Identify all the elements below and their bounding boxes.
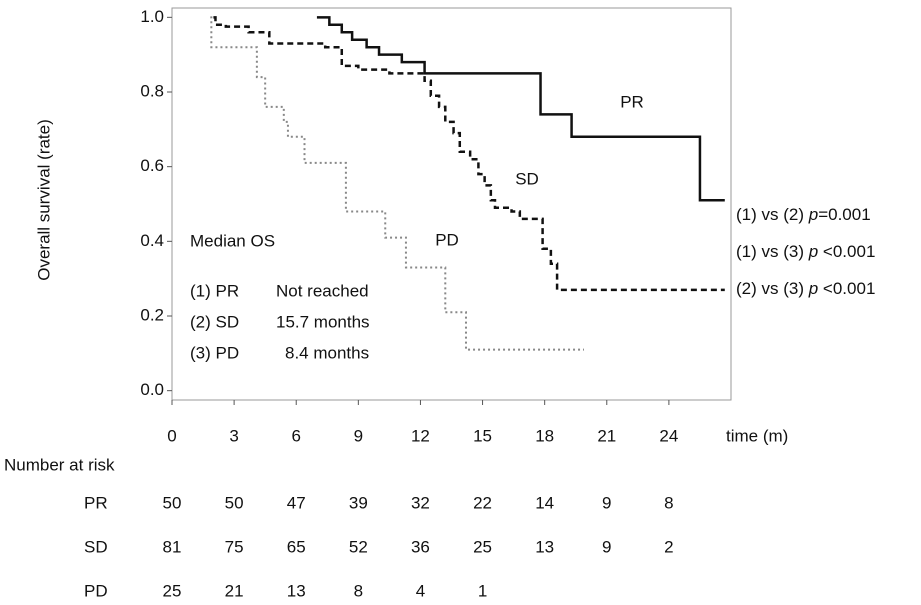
median-group: (2) SD xyxy=(190,312,239,331)
y-tick-label: 0.6 xyxy=(140,156,164,175)
risk-row-name: SD xyxy=(84,537,108,556)
p-label: (1) vs (2) xyxy=(736,205,809,224)
risk-count: 25 xyxy=(163,581,182,600)
y-tick-label: 0.8 xyxy=(140,81,164,100)
risk-count: 14 xyxy=(535,493,554,512)
y-axis-label: Overall survival (rate) xyxy=(34,119,53,281)
x-tick-label: 6 xyxy=(291,426,300,445)
y-tick-label: 0.4 xyxy=(140,231,164,250)
y-tick-label: 0.2 xyxy=(140,305,164,324)
risk-count: 9 xyxy=(602,537,611,556)
risk-row-name: PR xyxy=(84,493,108,512)
x-tick-label: 12 xyxy=(411,426,430,445)
risk-count: 13 xyxy=(535,537,554,556)
survival-curve xyxy=(213,16,725,292)
risk-count: 36 xyxy=(411,537,430,556)
p-symbol: p xyxy=(808,242,818,261)
p-number: =0.001 xyxy=(818,205,870,224)
risk-count: 25 xyxy=(473,537,492,556)
median-value: Not reached xyxy=(276,281,369,300)
p-value: (1) vs (3) p <0.001 xyxy=(736,242,875,261)
risk-count: 9 xyxy=(602,493,611,512)
median-group: (1) PR xyxy=(190,281,239,300)
risk-count: 50 xyxy=(225,493,244,512)
risk-count: 50 xyxy=(163,493,182,512)
x-tick-label: 9 xyxy=(354,426,363,445)
y-tick-label: 0.0 xyxy=(140,380,164,399)
median-title: Median OS xyxy=(190,231,275,250)
risk-count: 65 xyxy=(287,537,306,556)
x-tick-label: 3 xyxy=(229,426,238,445)
p-number: <0.001 xyxy=(818,279,875,298)
p-number: <0.001 xyxy=(818,242,875,261)
risk-count: 22 xyxy=(473,493,492,512)
risk-count: 75 xyxy=(225,537,244,556)
x-tick-label: 0 xyxy=(167,426,176,445)
median-value: 15.7 months xyxy=(276,312,370,331)
y-tick-label: 1.0 xyxy=(140,7,164,26)
x-axis-label: time (m) xyxy=(726,426,788,445)
x-tick-label: 18 xyxy=(535,426,554,445)
risk-count: 8 xyxy=(354,581,363,600)
risk-count: 4 xyxy=(416,581,425,600)
median-group: (3) PD xyxy=(190,343,239,362)
risk-count: 2 xyxy=(664,537,673,556)
p-symbol: p xyxy=(808,279,818,298)
risk-count: 21 xyxy=(225,581,244,600)
survival-curve xyxy=(210,16,585,351)
plot-frame xyxy=(171,7,732,401)
risk-row-name: PD xyxy=(84,581,108,600)
x-tick-label: 21 xyxy=(597,426,616,445)
risk-count: 47 xyxy=(287,493,306,512)
x-tick-label: 24 xyxy=(659,426,678,445)
p-value: (2) vs (3) p <0.001 xyxy=(736,279,875,298)
risk-count: 81 xyxy=(163,537,182,556)
risk-count: 13 xyxy=(287,581,306,600)
risk-title: Number at risk xyxy=(4,455,115,474)
risk-count: 52 xyxy=(349,537,368,556)
p-label: (2) vs (3) xyxy=(736,279,809,298)
p-label: (1) vs (3) xyxy=(736,242,809,261)
x-tick-label: 15 xyxy=(473,426,492,445)
median-value: 8.4 months xyxy=(285,343,369,362)
curve-label: PR xyxy=(620,92,644,111)
risk-count: 39 xyxy=(349,493,368,512)
survival-curve xyxy=(316,16,725,202)
risk-count: 32 xyxy=(411,493,430,512)
p-symbol: p xyxy=(808,205,818,224)
curve-label: SD xyxy=(515,169,539,188)
p-value: (1) vs (2) p=0.001 xyxy=(736,205,871,224)
risk-count: 1 xyxy=(478,581,487,600)
risk-count: 8 xyxy=(664,493,673,512)
curve-label: PD xyxy=(435,230,459,249)
